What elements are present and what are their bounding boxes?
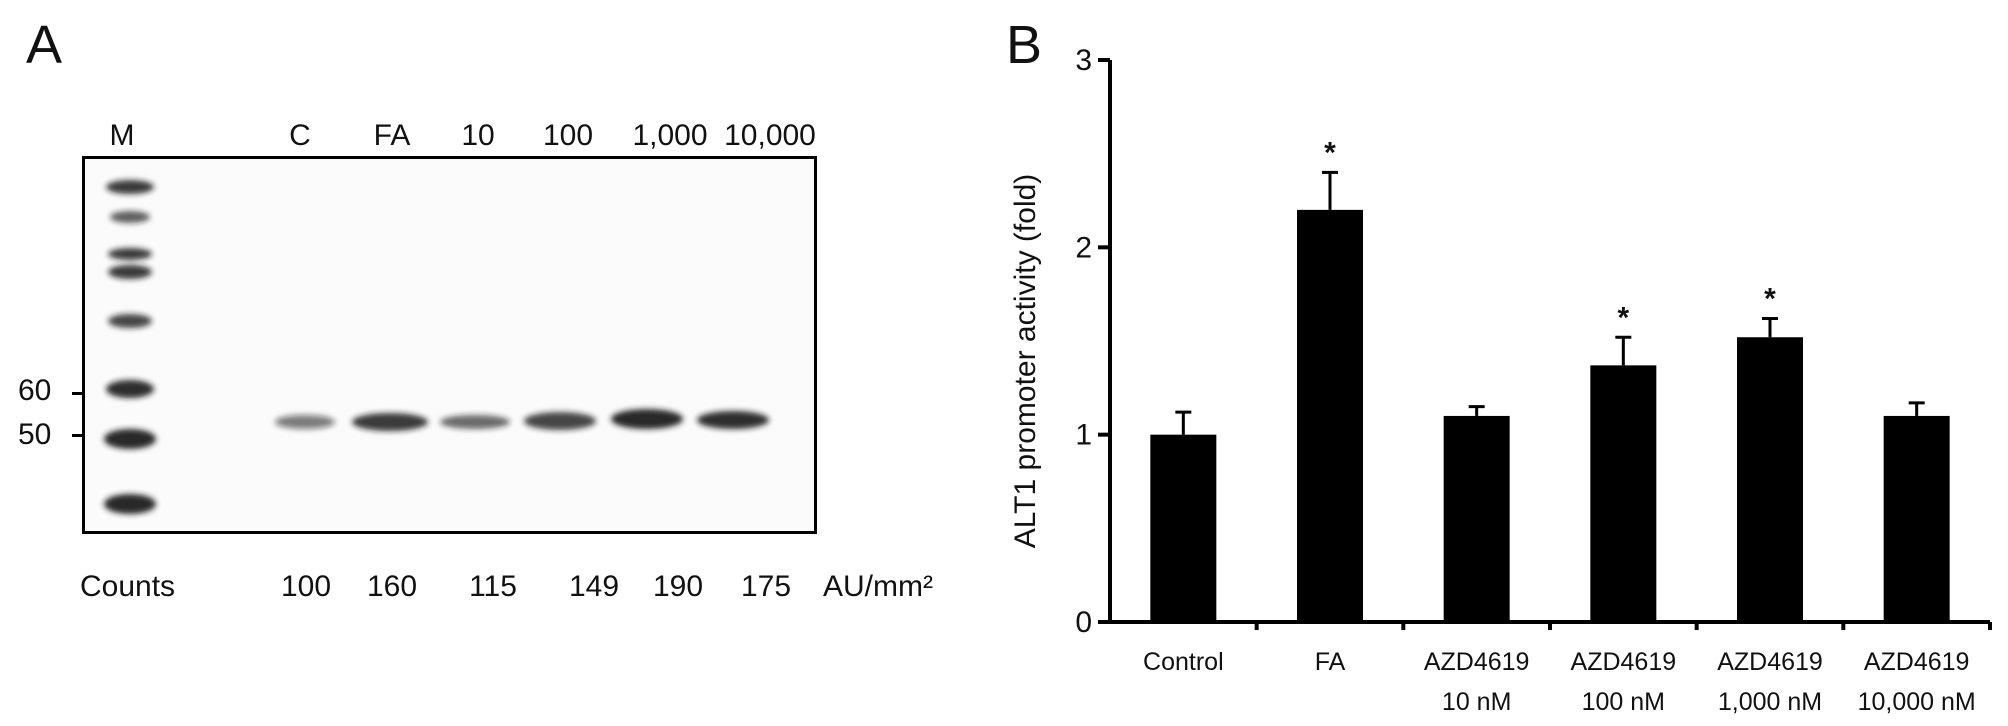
- marker-band: [106, 380, 154, 398]
- category-label: FA: [1315, 648, 1346, 676]
- marker-band: [106, 180, 154, 194]
- lane-label: 10: [461, 119, 495, 152]
- marker-band: [108, 248, 152, 260]
- marker-lane-label: M: [109, 119, 135, 152]
- significance-marker: *: [1764, 283, 1776, 316]
- sample-band-fa: [352, 413, 428, 431]
- lane-label: 10,000: [724, 119, 816, 152]
- sample-band-c: [275, 415, 335, 429]
- category-label: AZD4619: [1864, 648, 1970, 676]
- category-label: AZD4619: [1571, 648, 1677, 676]
- mw-tick-50: [72, 434, 84, 437]
- category-label: AZD4619: [1424, 648, 1530, 676]
- marker-band: [104, 494, 156, 514]
- bar: [1297, 209, 1363, 622]
- category-label: Control: [1143, 648, 1224, 676]
- sample-band-10000: [697, 411, 769, 429]
- y-tick-label: 1: [1075, 419, 1092, 452]
- significance-marker: *: [1617, 301, 1629, 334]
- gel-bands: [104, 180, 769, 514]
- count-value: 175: [740, 570, 792, 603]
- panel-b-label: B: [1006, 15, 1043, 75]
- mw-tick-60: [72, 392, 84, 395]
- gel-blot: [82, 156, 817, 534]
- counts-label: Counts: [80, 570, 176, 603]
- count-value: 100: [280, 570, 332, 603]
- bar: [1737, 337, 1803, 622]
- significance-marker: *: [1324, 136, 1336, 169]
- marker-band: [108, 314, 152, 328]
- category-label: AZD4619: [1717, 648, 1823, 676]
- mw-marker-60: 60: [18, 374, 52, 407]
- category-sublabel: 10 nM: [1442, 688, 1511, 716]
- y-tick-label: 2: [1075, 231, 1092, 264]
- bar: [1150, 434, 1217, 622]
- category-sublabel: 10,000 nM: [1858, 688, 1976, 716]
- lane-label: FA: [373, 119, 411, 152]
- count-value: 190: [652, 570, 704, 603]
- count-value: 149: [568, 570, 620, 603]
- bar: [1443, 415, 1510, 622]
- lane-label: C: [289, 119, 311, 152]
- y-tick-label: 3: [1075, 44, 1092, 77]
- marker-band: [110, 211, 150, 223]
- mw-marker-50: 50: [18, 418, 52, 451]
- category-sublabel: 100 nM: [1582, 688, 1665, 716]
- lane-label: 1,000: [632, 119, 708, 152]
- y-tick-label: 0: [1075, 606, 1092, 639]
- bar: [1883, 415, 1950, 622]
- sample-band-1000: [611, 409, 683, 429]
- marker-band: [108, 265, 152, 279]
- y-axis-title: ALT1 promoter activity (fold): [1009, 174, 1042, 549]
- sample-band-10: [440, 415, 510, 429]
- count-value: 115: [469, 570, 517, 603]
- lane-label: 100: [542, 119, 594, 152]
- count-value: 160: [366, 570, 418, 603]
- marker-band: [104, 429, 156, 449]
- bar: [1590, 365, 1657, 622]
- counts-unit: AU/mm²: [823, 570, 933, 603]
- panel-a-label: A: [26, 15, 63, 75]
- sample-band-100: [524, 412, 596, 430]
- category-sublabel: 1,000 nM: [1718, 688, 1822, 716]
